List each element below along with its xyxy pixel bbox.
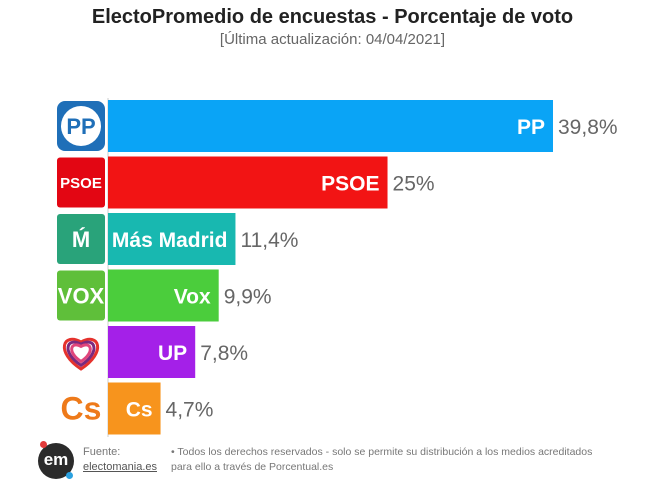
mas-madrid-logo-text: Ḿ [72, 227, 90, 252]
bar-up [108, 326, 196, 378]
value-label-psoe: 25% [393, 173, 435, 196]
rights-notice: • Todos los derechos reservados - solo s… [171, 445, 641, 475]
pp-logo-circle [61, 106, 101, 146]
pp-logo-text: PP [66, 114, 95, 139]
bar-vox [108, 269, 219, 322]
heart-stroke-2 [66, 340, 96, 368]
mas-madrid-logo-icon [57, 214, 105, 264]
vox-logo-icon [57, 270, 105, 321]
value-label-cs: 4,7% [166, 399, 214, 422]
bar-mas-madrid [108, 213, 236, 265]
chart-title: ElectoPromedio de encuestas - Porcentaje… [91, 6, 574, 28]
rights-line-2: para ello a través de Porcentual.es [171, 461, 334, 473]
value-label-vox: 9,9% [224, 286, 272, 309]
logo-dot-red [40, 441, 47, 448]
bar-label-cs: Cs [126, 399, 153, 422]
psoe-logo-text: PSOE [60, 175, 102, 192]
bar-label-pp: PP [517, 116, 545, 139]
value-label-up: 7,8% [200, 342, 248, 365]
heart-stroke-3 [70, 343, 92, 364]
source-link[interactable]: electomania.es [83, 461, 157, 473]
psoe-logo-icon [57, 157, 105, 208]
heart-stroke-1 [62, 337, 100, 371]
chart-subtitle: [Última actualización: 04/04/2021] [219, 31, 446, 48]
value-label-pp: 39,8% [558, 116, 618, 139]
rights-line-1: • Todos los derechos reservados - solo s… [171, 446, 593, 458]
vox-logo-text: VOX [58, 283, 105, 308]
bar-label-psoe: PSOE [321, 173, 379, 196]
bar-chart: PP PP 39,8% PSOE PSOE 25% Ḿ Más Madrid 11,4% VOX V… [57, 98, 618, 437]
cs-logo-icon: Cs [61, 391, 102, 427]
bar-label-up: UP [158, 342, 187, 365]
electomania-logo-text: em [43, 450, 69, 469]
up-heart-logo-icon [62, 337, 100, 371]
bar-cs [108, 382, 161, 435]
footer: em Fuente: electomania.es • Todos los de… [0, 440, 665, 500]
source-label: Fuente: [83, 446, 121, 458]
bar-pp [108, 100, 553, 152]
logo-dot-blue [66, 472, 73, 479]
value-label-mas-madrid: 11,4% [240, 229, 298, 252]
source: Fuente: electomania.es [83, 445, 157, 475]
bar-label-mas-madrid: Más Madrid [112, 229, 228, 252]
bar-label-vox: Vox [174, 286, 211, 309]
bar-psoe [108, 156, 388, 209]
